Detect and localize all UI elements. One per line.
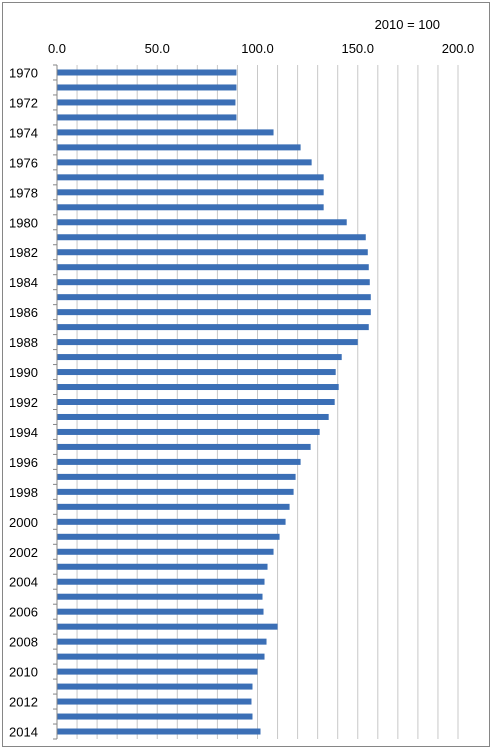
bar-2013: [57, 713, 253, 720]
y-tick-label: 1992: [9, 395, 38, 410]
bar-1989: [57, 354, 342, 361]
y-tick-label: 1984: [9, 275, 38, 290]
bar-1982: [57, 249, 368, 256]
bar-1983: [57, 264, 369, 271]
base-year-note: 2010 = 100: [375, 17, 440, 32]
bar-1981: [57, 234, 366, 241]
bar-1999: [57, 503, 290, 510]
bar-1995: [57, 443, 311, 450]
bar-1973: [57, 114, 237, 121]
bar-1980: [57, 219, 347, 226]
y-tick-label: 1970: [9, 65, 38, 80]
y-tick-label: 1974: [9, 125, 38, 140]
bar-1979: [57, 204, 324, 211]
bar-1988: [57, 339, 358, 346]
x-tick-label: 50.0: [145, 41, 170, 56]
y-tick-label: 1976: [9, 155, 38, 170]
bar-1985: [57, 294, 371, 301]
bar-1971: [57, 84, 237, 91]
y-tick-label: 2006: [9, 605, 38, 620]
bar-2010: [57, 668, 258, 675]
bar-2007: [57, 623, 278, 630]
y-tick-label: 1990: [9, 365, 38, 380]
bar-1970: [57, 69, 237, 76]
y-tick-label: 2000: [9, 515, 38, 530]
bar-2008: [57, 638, 267, 645]
bar-2003: [57, 563, 268, 570]
bar-1994: [57, 428, 320, 435]
y-tick-label: 2004: [9, 575, 38, 590]
y-tick-label: 1986: [9, 305, 38, 320]
y-tick-label: 1998: [9, 485, 38, 500]
bar-chart: 2010 = 100 0.0 50.0 100.0 150.0 200.0 197019…: [9, 17, 474, 740]
x-tick-label: 200.0: [442, 41, 475, 56]
y-tick-label: 2012: [9, 695, 38, 710]
bar-1987: [57, 324, 369, 331]
bar-1978: [57, 189, 324, 196]
y-tick-label: 1980: [9, 215, 38, 230]
bar-2001: [57, 533, 280, 540]
bar-2012: [57, 698, 252, 705]
x-tick-label: 100.0: [241, 41, 274, 56]
y-tick-label: 2014: [9, 725, 38, 740]
bar-1993: [57, 413, 329, 420]
y-tick-label: 1996: [9, 455, 38, 470]
bar-2014: [57, 728, 261, 735]
bars: [57, 69, 371, 735]
y-tick-label: 1978: [9, 185, 38, 200]
x-tick-label: 0.0: [48, 41, 66, 56]
y-tick-label: 1972: [9, 95, 38, 110]
bar-2011: [57, 683, 253, 690]
bar-1977: [57, 174, 324, 181]
x-tick-label: 150.0: [341, 41, 374, 56]
bar-1975: [57, 144, 301, 151]
bar-1990: [57, 369, 336, 376]
bar-1984: [57, 279, 370, 286]
bar-1996: [57, 458, 301, 465]
y-tick-label: 1994: [9, 425, 38, 440]
bar-1986: [57, 309, 371, 316]
bar-2004: [57, 578, 265, 585]
x-axis-ticks: 0.0 50.0 100.0 150.0 200.0: [48, 41, 474, 56]
y-tick-label: 1982: [9, 245, 38, 260]
y-tick-label: 2002: [9, 545, 38, 560]
bar-1997: [57, 473, 296, 480]
bar-1992: [57, 399, 335, 405]
bar-1991: [57, 384, 339, 391]
bar-2006: [57, 608, 264, 615]
y-tick-label: 1988: [9, 335, 38, 350]
bar-1972: [57, 99, 236, 106]
bar-1998: [57, 488, 294, 495]
bar-2009: [57, 653, 265, 660]
bar-1974: [57, 129, 274, 136]
y-tick-label: 2010: [9, 665, 38, 680]
y-axis-ticks: 1970 1972 1974 1976 1978 1980 1982 1984 1986 1988…: [9, 64, 57, 740]
chart-frame: 2010 = 100 0.0 50.0 100.0 150.0 200.0 1970 19…: [2, 2, 490, 747]
bar-2000: [57, 518, 286, 525]
y-tick-label: 2008: [9, 635, 38, 650]
bar-2002: [57, 548, 274, 555]
bar-1976: [57, 159, 312, 166]
bar-2005: [57, 593, 263, 600]
